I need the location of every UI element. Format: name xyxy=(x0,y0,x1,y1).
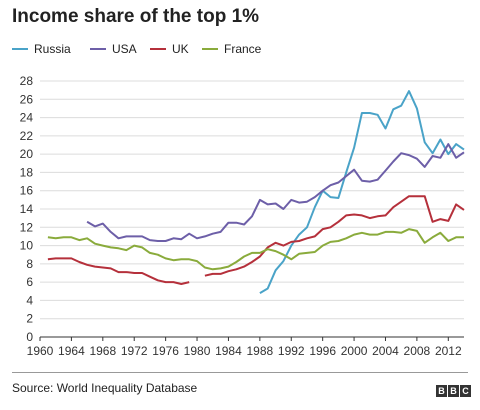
bbc-logo-letter: C xyxy=(460,385,471,397)
series-line-france xyxy=(47,228,464,271)
legend-item-usa: USA xyxy=(90,42,137,56)
legend-label-france: France xyxy=(224,42,262,56)
x-tick-label: 1988 xyxy=(247,344,274,358)
legend-item-uk: UK xyxy=(150,42,189,56)
y-tick-label: 8 xyxy=(26,257,33,271)
x-tick-label: 1992 xyxy=(278,344,305,358)
legend-label-uk: UK xyxy=(172,42,189,56)
y-tick-label: 10 xyxy=(20,239,34,253)
x-tick-label: 2012 xyxy=(435,344,462,358)
x-tick-label: 1964 xyxy=(58,344,85,358)
y-tick-label: 24 xyxy=(20,111,34,125)
series-lines xyxy=(47,90,465,294)
x-tick-label: 1972 xyxy=(121,344,148,358)
y-tick-label: 4 xyxy=(26,293,33,307)
y-tick-label: 2 xyxy=(26,312,33,326)
legend-swatch-russia xyxy=(12,47,28,50)
y-tick-label: 18 xyxy=(20,165,34,179)
legend-label-russia: Russia xyxy=(34,42,71,56)
y-tick-label: 14 xyxy=(20,202,34,216)
series-line-uk xyxy=(47,257,190,285)
chart-title: Income share of the top 1% xyxy=(12,6,260,27)
x-tick-label: 2004 xyxy=(372,344,399,358)
y-tick-label: 6 xyxy=(26,275,33,289)
legend-item-france: France xyxy=(202,42,261,56)
footer-divider xyxy=(12,372,468,373)
gridlines xyxy=(40,80,464,320)
x-tick-label: 1960 xyxy=(27,344,54,358)
x-tick-label: 1996 xyxy=(309,344,336,358)
legend-swatch-france xyxy=(202,47,218,50)
y-tick-label: 12 xyxy=(20,220,34,234)
series-line-uk xyxy=(204,195,465,277)
y-tick-label: 16 xyxy=(20,184,34,198)
x-tick-label: 2000 xyxy=(341,344,368,358)
y-tick-label: 22 xyxy=(20,129,34,143)
legend-label-usa: USA xyxy=(112,42,137,56)
legend-item-russia: Russia xyxy=(12,42,71,56)
y-tick-label: 26 xyxy=(20,92,34,106)
x-tick-label: 1984 xyxy=(215,344,242,358)
source-note: Source: World Inequality Database xyxy=(12,381,198,395)
bbc-logo-letter: B xyxy=(448,385,459,397)
x-tick-label: 1980 xyxy=(184,344,211,358)
y-tick-label: 0 xyxy=(26,330,33,344)
series-line-usa xyxy=(86,143,465,242)
series-line-russia xyxy=(259,90,465,294)
x-tick-label: 1968 xyxy=(89,344,116,358)
legend-swatch-usa xyxy=(90,47,106,50)
bbc-logo-letter: B xyxy=(436,385,447,397)
y-tick-label: 28 xyxy=(20,74,34,88)
x-tick-label: 2008 xyxy=(404,344,431,358)
legend-swatch-uk xyxy=(150,47,166,50)
x-tick-label: 1976 xyxy=(152,344,179,358)
y-tick-label: 20 xyxy=(20,147,34,161)
